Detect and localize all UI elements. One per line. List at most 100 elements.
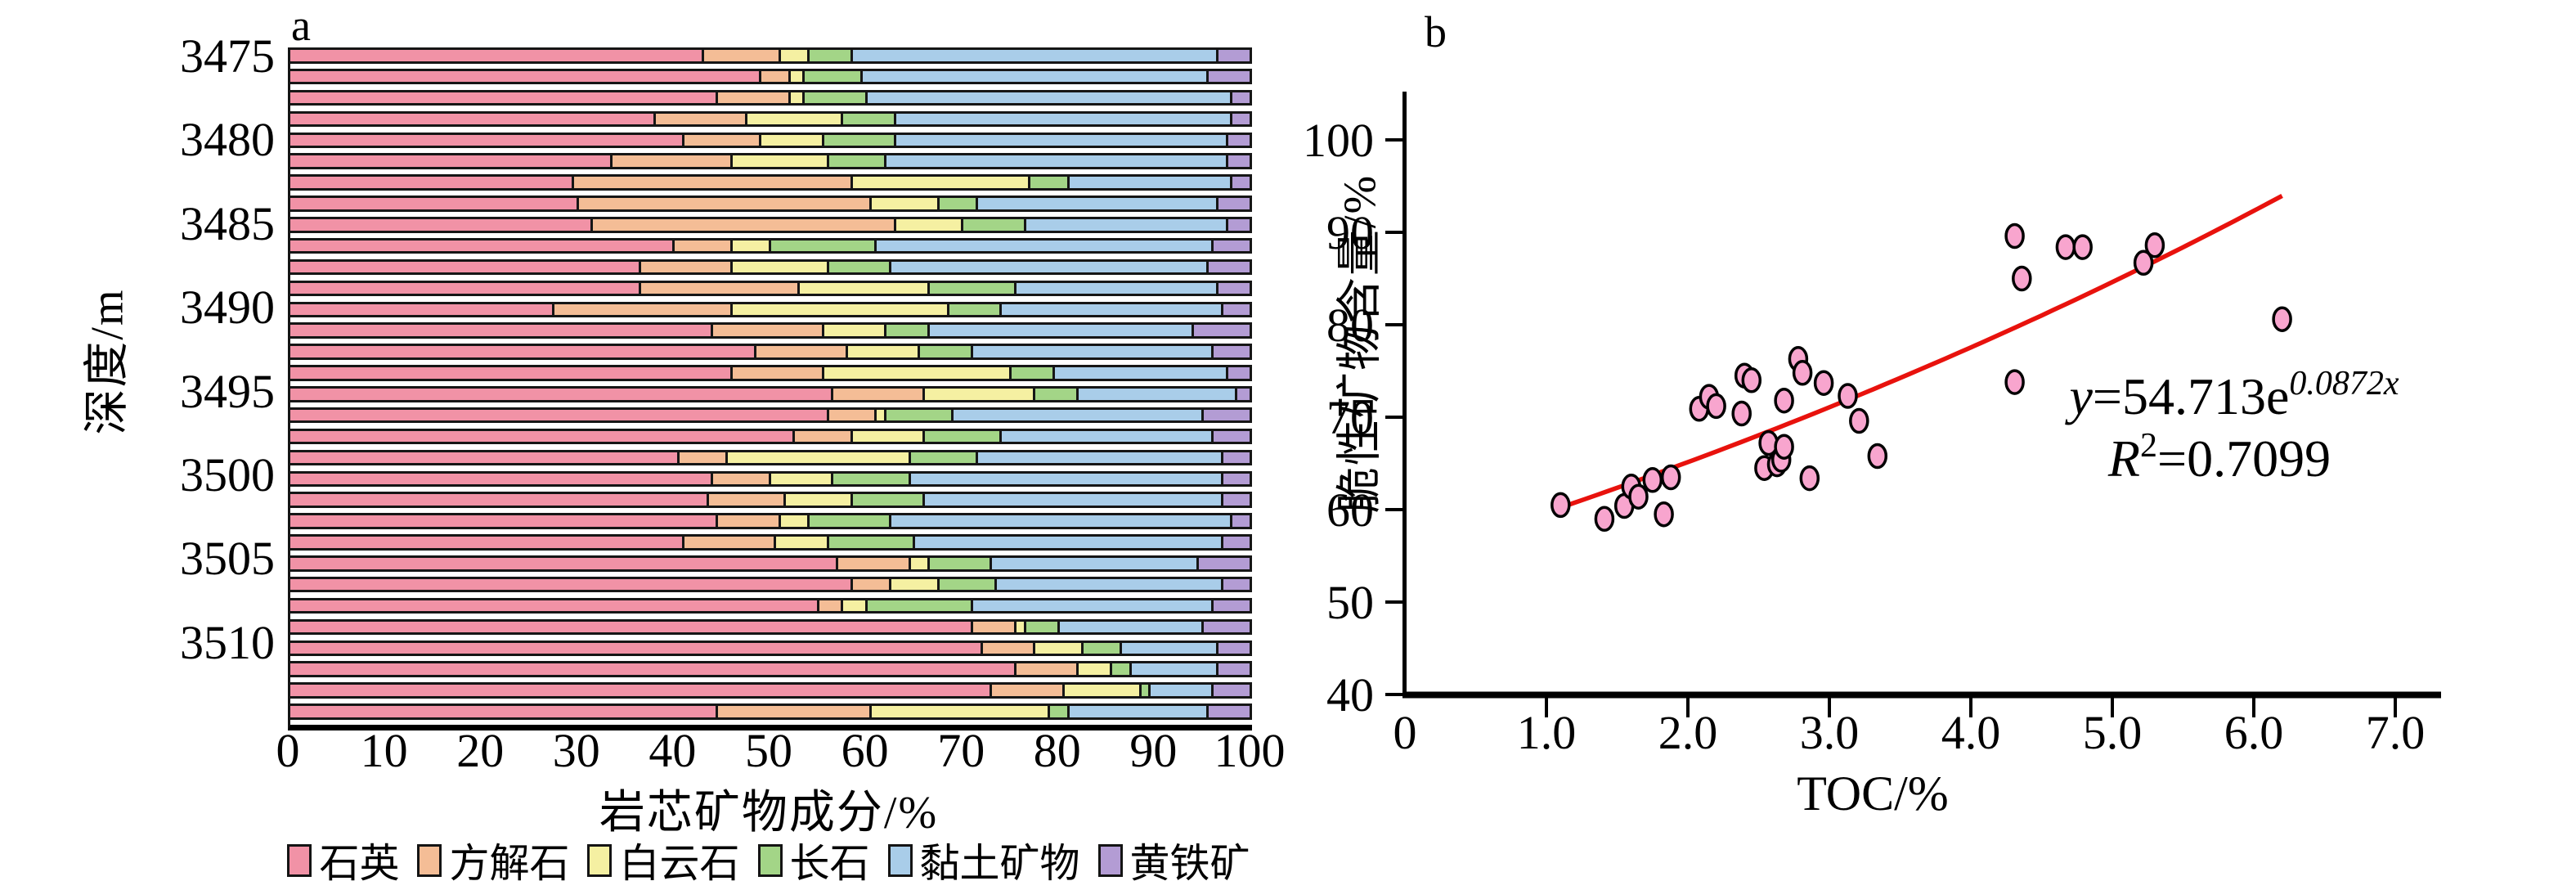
bar-segment-白云石: [732, 258, 829, 276]
bar-segment-石英: [290, 344, 757, 360]
depth-bar-row: [290, 280, 1252, 302]
bar-segment-方解石: [675, 237, 733, 254]
legend-swatch-icon: [757, 843, 783, 877]
bar-segment-方解石: [982, 640, 1036, 656]
bar-segment-方解石: [718, 89, 791, 106]
depth-bar-row: [290, 258, 1252, 281]
bar-segment-黏土矿物: [1054, 365, 1228, 381]
stacked-bar: [290, 89, 1252, 106]
bar-segment-黏土矿物: [1016, 280, 1218, 297]
x-tick-label: 7.0: [2366, 706, 2426, 759]
bar-segment-白云石: [761, 132, 824, 148]
bar-segment-黏土矿物: [895, 110, 1233, 128]
bar-segment-黄铁矿: [1218, 280, 1252, 297]
depth-bar-row: [290, 555, 1252, 577]
bar-segment-黏土矿物: [886, 153, 1228, 169]
legend-swatch-icon: [887, 843, 913, 877]
scatter-point: [2072, 234, 2093, 260]
scatter-point: [1628, 483, 1649, 510]
bar-segment-黄铁矿: [1223, 576, 1252, 593]
depth-bar-row: [290, 470, 1252, 492]
bar-segment-长石: [1084, 640, 1123, 656]
bar-segment-石英: [290, 174, 574, 191]
panel-a-label: a: [291, 1, 311, 50]
panel-a-plot-area: [288, 47, 1252, 730]
stacked-bar: [290, 576, 1252, 593]
stacked-bar: [290, 47, 1252, 64]
bar-segment-白云石: [1079, 661, 1113, 677]
bar-segment-黏土矿物: [977, 196, 1218, 212]
bar-segment-长石: [949, 301, 1003, 317]
bar-segment-白云石: [780, 513, 810, 529]
bar-segment-黏土矿物: [1002, 428, 1214, 445]
bar-segment-长石: [852, 492, 926, 508]
stacked-bar: [290, 407, 1252, 424]
bar-segment-长石: [843, 110, 896, 128]
panel-a-x-axis-title: 岩芯矿物成分/%: [599, 788, 939, 838]
depth-bar-row: [290, 110, 1252, 133]
bar-segment-白云石: [1016, 618, 1026, 636]
bar-segment-石英: [290, 555, 839, 572]
scatter-point: [2133, 249, 2154, 276]
bar-segment-长石: [920, 344, 973, 360]
depth-bar-row: [290, 196, 1252, 217]
composition-tick-label: 0: [276, 724, 300, 777]
composition-tick-label: 80: [1033, 724, 1081, 777]
legend-item-黄铁矿: 黄铁矿: [1097, 831, 1250, 889]
bar-segment-黏土矿物: [954, 407, 1205, 424]
bar-segment-石英: [290, 301, 555, 317]
bar-segment-石英: [290, 68, 762, 85]
bar-segment-白云石: [780, 47, 810, 64]
scatter-point: [1838, 383, 1858, 409]
depth-bar-row: [290, 217, 1252, 238]
panel-b-y-axis-title: 脆性矿物含量/%: [1335, 173, 1386, 514]
mineral-legend: 石英 方解石 白云石 长石 黏土矿物 黄铁矿: [245, 831, 1292, 889]
bar-segment-白云石: [732, 237, 771, 254]
legend-swatch-icon: [417, 843, 442, 877]
bar-segment-方解石: [852, 576, 891, 593]
bar-segment-黄铁矿: [1227, 365, 1252, 381]
legend-item-石英: 石英: [287, 831, 399, 889]
bar-segment-长石: [810, 513, 891, 529]
depth-tick-label: 3480: [180, 113, 275, 167]
stacked-bar: [290, 703, 1252, 720]
depth-bar-row: [290, 322, 1252, 344]
bar-segment-黏土矿物: [910, 470, 1223, 487]
bar-segment-方解石: [713, 322, 824, 339]
bar-segment-方解石: [641, 258, 733, 276]
x-tick-label: 1.0: [1517, 706, 1577, 759]
bar-segment-黏土矿物: [977, 449, 1223, 466]
depth-tick-label: 3490: [180, 281, 275, 335]
bar-segment-方解石: [703, 47, 781, 64]
stacked-bar: [290, 492, 1252, 508]
bar-segment-方解石: [554, 301, 733, 317]
bar-segment-白云石: [824, 365, 1012, 381]
bar-segment-黄铁矿: [1213, 682, 1252, 699]
bar-segment-长石: [770, 237, 877, 254]
r-exponent: 2: [2140, 427, 2157, 465]
legend-label: 白云石: [619, 841, 740, 886]
legend-label: 长石: [789, 841, 870, 886]
scatter-point: [2272, 306, 2292, 332]
depth-bar-row: [290, 386, 1252, 407]
bar-segment-黄铁矿: [1199, 555, 1252, 572]
scatter-point: [2012, 265, 2032, 292]
bar-segment-长石: [1035, 386, 1079, 402]
bar-segment-白云石: [775, 534, 829, 551]
scatter-point: [1642, 467, 1663, 493]
bar-segment-方解石: [708, 492, 786, 508]
bar-segment-方解石: [761, 68, 791, 85]
scatter-point: [1774, 434, 1794, 460]
panel-b-x-axis-title: TOC/%: [1797, 766, 1949, 820]
stacked-bar: [290, 597, 1252, 614]
composition-tick-label: 10: [360, 724, 408, 777]
panel-a-x-tick-labels: 0 10 20 30 40 50 60 70 80 90 100: [276, 724, 1286, 779]
depth-bar-row: [290, 640, 1252, 662]
fit-curve: [1560, 193, 2283, 510]
bar-segment-黄铁矿: [1227, 132, 1252, 148]
legend-label: 黏土矿物: [919, 841, 1080, 886]
bar-segment-石英: [290, 682, 993, 699]
bar-segment-白云石: [785, 492, 853, 508]
panel-b-label: b: [1425, 7, 1447, 56]
bar-segment-长石: [1030, 174, 1070, 191]
